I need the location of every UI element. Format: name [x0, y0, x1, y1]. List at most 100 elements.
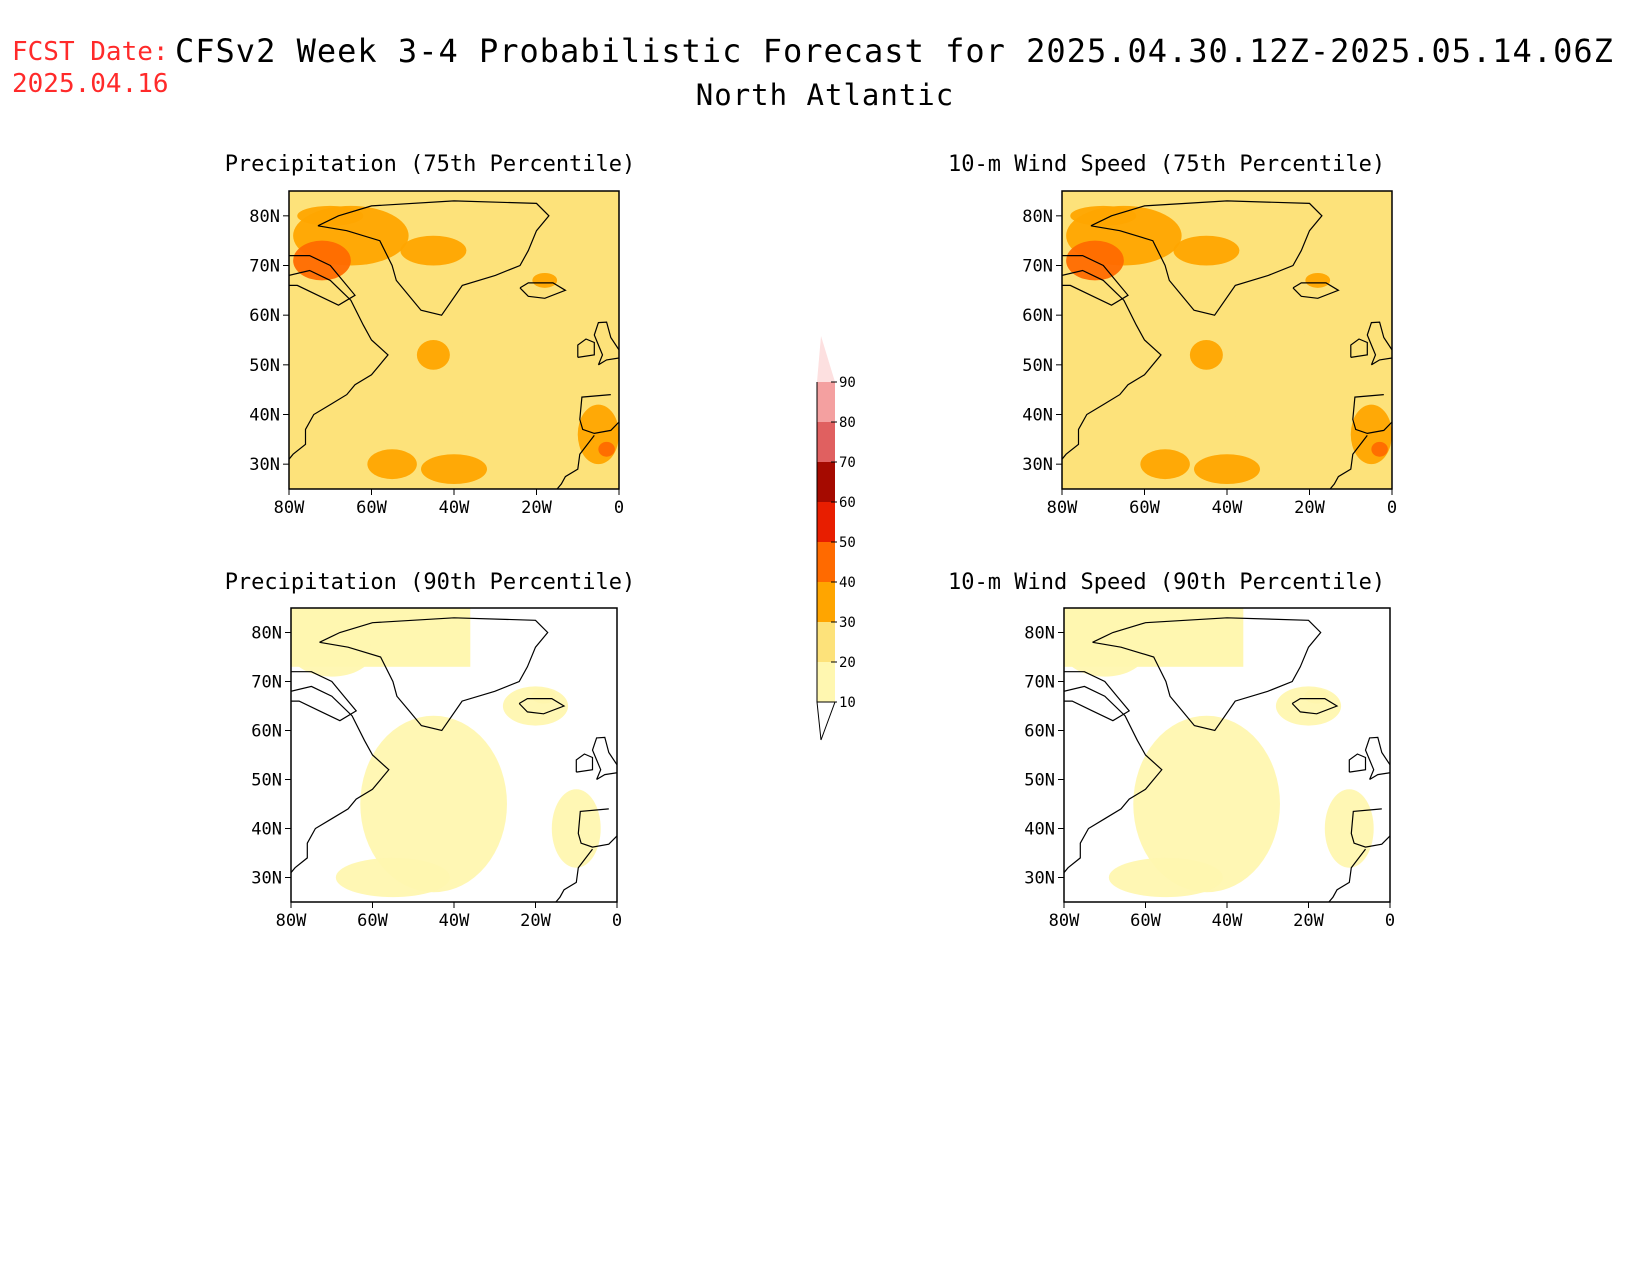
map-panel-wind-90: 80N 70N 60N 50N 40N 30N 80W 60W 40W 20W 0	[1024, 607, 1395, 931]
lon-tick-label: 0	[1385, 911, 1395, 931]
map-panel-wind-75: 80N 70N 60N 50N 40N 30N 80W 60W 40W 20W 0	[1022, 190, 1397, 518]
shading-region	[1189, 340, 1223, 370]
region-subtitle: North Atlantic	[695, 78, 955, 112]
lon-tick-label: 80W	[276, 911, 307, 931]
colorbar-low-arrow	[816, 701, 836, 741]
lon-tick-label: 0	[612, 911, 622, 931]
shading-region	[335, 857, 450, 898]
lon-tick-label: 40W	[439, 911, 470, 931]
lat-tick-label: 40N	[1022, 406, 1053, 426]
coastline	[1350, 808, 1390, 848]
coastline	[579, 394, 619, 435]
coastline	[1062, 255, 1129, 306]
lat-tick-label: 60N	[1024, 722, 1055, 742]
shading-region	[1070, 205, 1137, 226]
forecast-date-label: FCST Date:	[12, 37, 169, 67]
coastline	[1291, 698, 1339, 715]
panel-title-wind-75: 10-m Wind Speed (75th Percentile)	[948, 152, 1386, 177]
colorbar: 10 20 30 40 50 60 70 80 90	[816, 336, 856, 741]
shading-region	[297, 205, 364, 226]
coastline	[555, 848, 593, 902]
probability-shading	[1064, 608, 1390, 902]
shading-region	[577, 404, 619, 465]
lat-tick-label: 40N	[1024, 820, 1055, 840]
shading-region	[1350, 404, 1392, 465]
shading-region	[1064, 627, 1146, 677]
lat-tick-label: 70N	[251, 673, 282, 693]
lat-tick-label: 30N	[1022, 455, 1053, 475]
coastline	[1064, 671, 1131, 722]
probability-shading	[289, 191, 619, 489]
panel-title-precip-90: Precipitation (90th Percentile)	[224, 570, 636, 595]
coastline	[1292, 282, 1340, 299]
shading-region	[1140, 449, 1190, 480]
map-panel-precip-75: 80N 70N 60N 50N 40N 30N 80W 60W 40W 20W 0	[249, 190, 624, 518]
coastline	[1364, 736, 1390, 781]
coastline	[577, 338, 595, 358]
coastline	[319, 617, 549, 732]
coastline	[1090, 200, 1323, 316]
shading-region	[1275, 686, 1342, 726]
shading-region	[1173, 235, 1240, 266]
lon-tick-label: 80W	[274, 498, 305, 518]
lon-tick-label: 20W	[1294, 498, 1325, 518]
colorbar-segment	[817, 582, 835, 622]
lon-tick-label: 80W	[1047, 498, 1078, 518]
shading-region	[1324, 789, 1374, 868]
coastline	[1328, 848, 1366, 902]
shading-region	[1371, 441, 1388, 457]
shading-region	[1133, 715, 1280, 893]
shading-region	[551, 789, 601, 868]
coastline	[1348, 753, 1367, 773]
shading-region	[360, 715, 507, 893]
lat-tick-label: 40N	[251, 820, 282, 840]
shading-region	[532, 272, 558, 288]
lat-tick-label: 50N	[1024, 771, 1055, 791]
colorbar-label: 50	[839, 535, 856, 551]
shading-region	[462, 344, 611, 485]
lon-tick-label: 60W	[1130, 911, 1161, 931]
colorbar-segment	[817, 542, 835, 582]
colorbar-label: 90	[839, 375, 856, 391]
colorbar-segment	[817, 622, 835, 662]
lat-tick-label: 70N	[1022, 257, 1053, 277]
colorbar-label: 40	[839, 575, 856, 591]
lon-tick-label: 40W	[1212, 498, 1243, 518]
lon-tick-label: 60W	[356, 498, 387, 518]
coastline	[289, 269, 389, 460]
colorbar-segment	[817, 382, 835, 422]
colorbar-segment	[817, 662, 835, 702]
lon-tick-label: 40W	[439, 498, 470, 518]
lat-tick-label: 30N	[249, 455, 280, 475]
lat-tick-label: 50N	[249, 356, 280, 376]
coastline	[518, 698, 566, 715]
coastline	[1062, 269, 1162, 460]
lon-tick-label: 60W	[1129, 498, 1160, 518]
lat-tick-label: 50N	[251, 771, 282, 791]
lat-tick-label: 80N	[251, 624, 282, 644]
shading-region	[1066, 240, 1124, 281]
coastline	[519, 282, 567, 299]
forecast-date-value: 2025.04.16	[12, 69, 169, 99]
probability-shading	[291, 608, 617, 902]
colorbar-label: 80	[839, 415, 856, 431]
shading-region	[367, 449, 417, 480]
colorbar-segment	[817, 422, 835, 462]
map-panel-precip-90: 80N 70N 60N 50N 40N 30N 80W 60W 40W 20W 0	[251, 607, 622, 931]
coastline	[1366, 321, 1392, 366]
colorbar-segment	[817, 502, 835, 542]
colorbar-high-arrow	[817, 336, 835, 382]
shading-region	[293, 240, 351, 281]
shading-region	[416, 340, 450, 370]
shading-region	[1235, 344, 1384, 485]
coastline	[593, 321, 619, 366]
lat-tick-label: 80N	[249, 207, 280, 227]
shading-region	[291, 627, 373, 677]
lon-tick-label: 20W	[521, 498, 552, 518]
lat-tick-label: 80N	[1024, 624, 1055, 644]
colorbar-label: 30	[839, 615, 856, 631]
lon-tick-label: 20W	[520, 911, 551, 931]
coastline	[291, 685, 390, 873]
coastline	[1092, 617, 1322, 732]
